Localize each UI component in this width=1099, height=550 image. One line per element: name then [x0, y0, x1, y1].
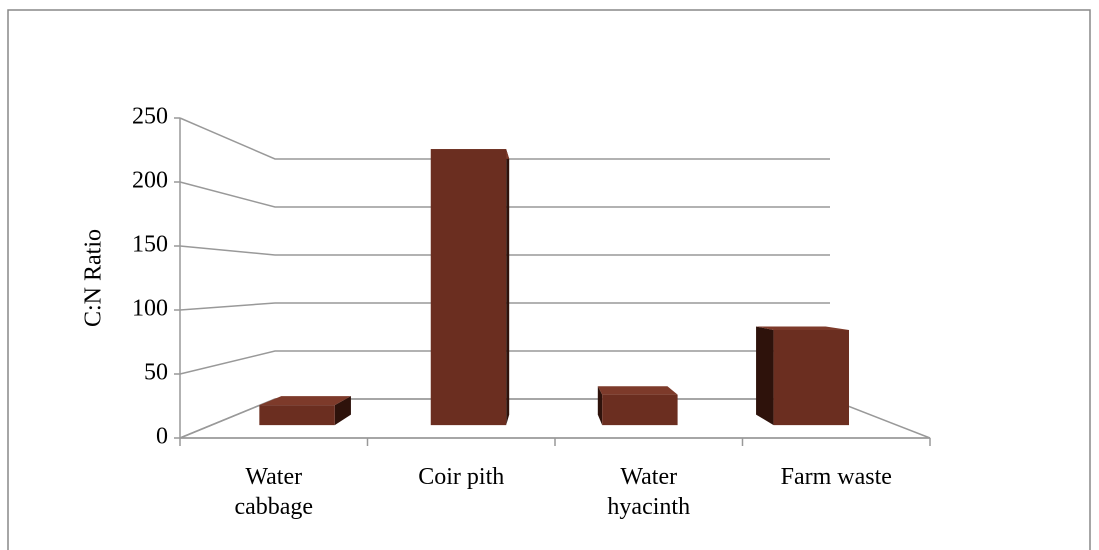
x-tick-label: Farm waste: [780, 464, 892, 490]
x-tick-label: Coir pith: [418, 464, 505, 490]
bar-front: [773, 330, 850, 426]
bar: [756, 326, 850, 426]
bar-side: [597, 386, 603, 426]
y-axis-label: C:N Ratio: [81, 229, 107, 327]
grid-line: [179, 350, 830, 375]
y-tick-label: 250: [132, 104, 168, 130]
bar-front: [430, 149, 507, 426]
x-tick-label: Water hyacinth: [607, 464, 691, 520]
y-tick-label: 50: [144, 360, 168, 386]
y-tick-label: 0: [156, 424, 168, 450]
chart-border: [7, 9, 1091, 550]
bar-front: [602, 394, 678, 426]
bar-top: [597, 386, 678, 395]
y-tick-label: 200: [132, 168, 168, 194]
bar-side: [506, 149, 510, 426]
x-tick-label: Water cabbage: [234, 464, 314, 520]
bar-side: [334, 396, 351, 426]
bar: [597, 386, 678, 426]
bar-front: [259, 405, 335, 426]
grid-line: [179, 117, 830, 160]
bar: [259, 396, 351, 426]
grid-line: [179, 302, 830, 311]
grid-line: [179, 181, 830, 208]
bar-top: [259, 396, 351, 406]
y-tick-label: 100: [132, 296, 168, 322]
bar-top: [756, 326, 850, 331]
y-tick-label: 150: [132, 232, 168, 258]
grid-line: [179, 245, 830, 256]
bar-side: [756, 326, 774, 426]
bar: [430, 149, 510, 426]
